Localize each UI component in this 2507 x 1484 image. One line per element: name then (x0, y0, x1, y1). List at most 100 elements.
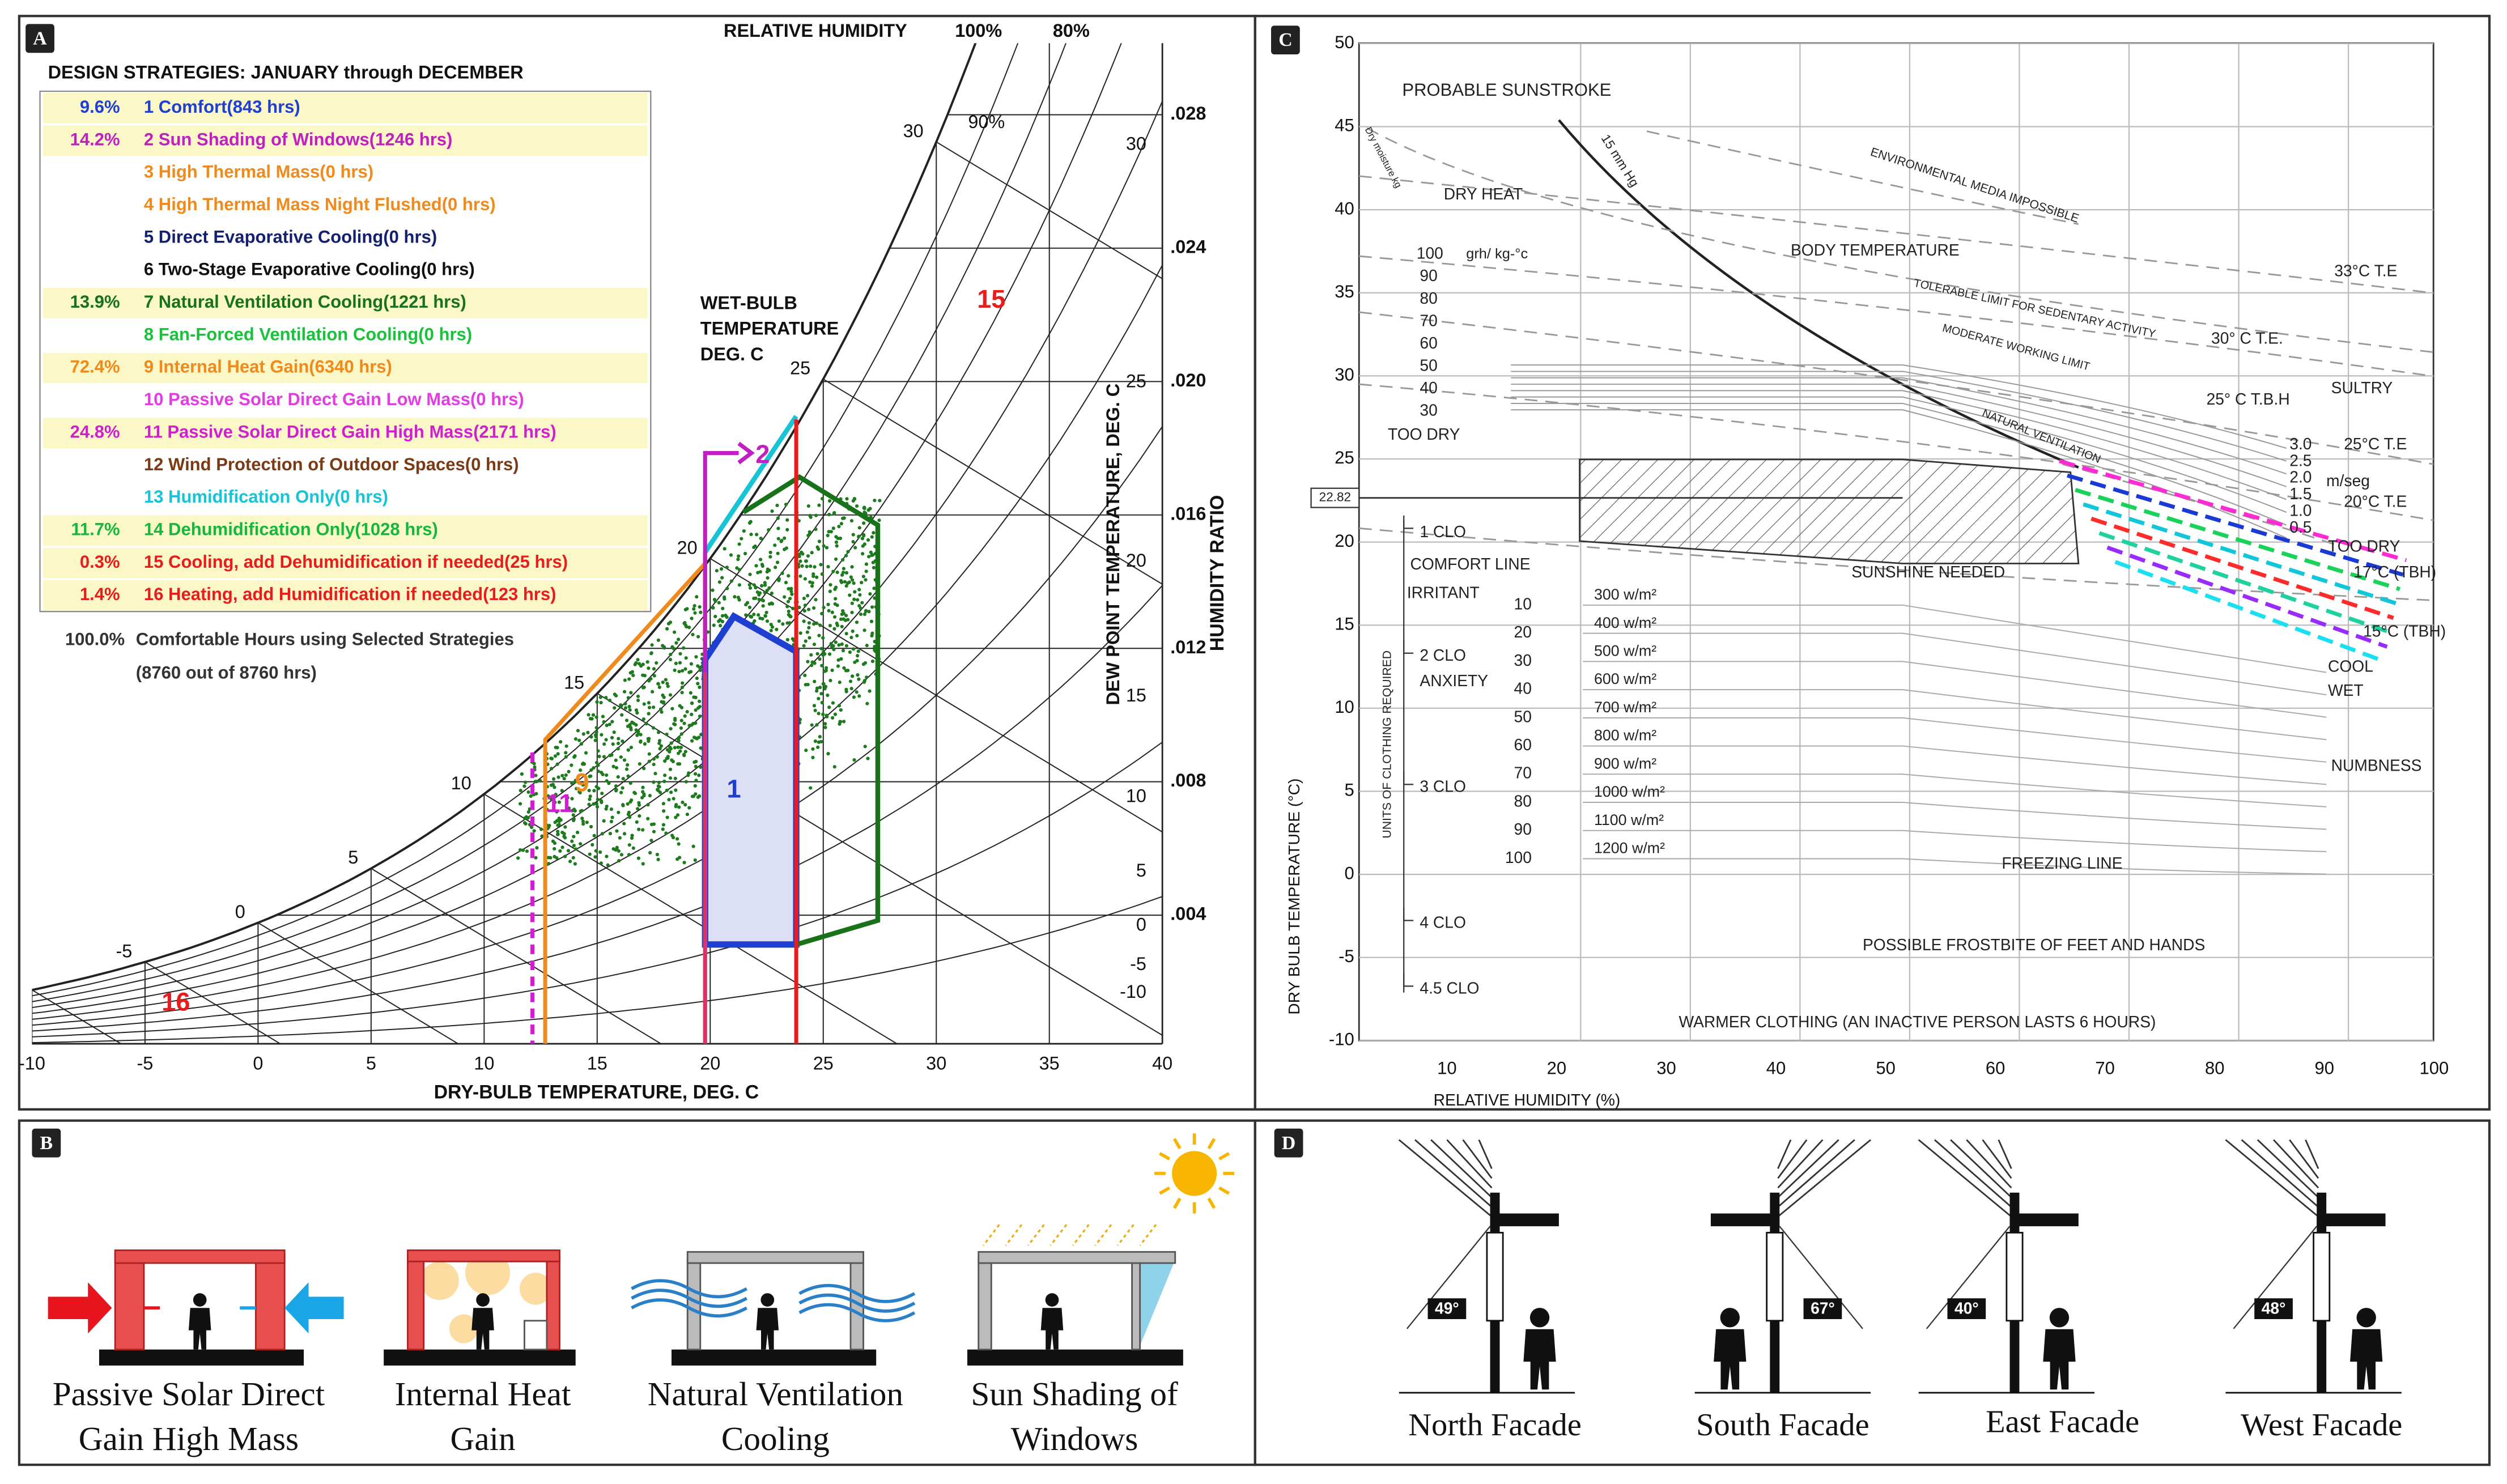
x-tick-label: 40 (1766, 1058, 1786, 1078)
strategy-name: 15 Cooling, add Dehumidification if need… (144, 552, 568, 572)
zone-label: 16 (162, 987, 190, 1016)
hour-point (877, 518, 881, 522)
wet-bulb-line (257, 922, 460, 1044)
person-head (1720, 1308, 1740, 1328)
hour-point (718, 623, 723, 628)
facade-figure: 40° East Facade (1918, 1139, 2139, 1439)
hour-point (851, 539, 855, 544)
hour-point (699, 765, 703, 769)
hour-point (808, 530, 811, 534)
hour-point (624, 718, 629, 722)
hour-point (737, 542, 741, 546)
hour-point (848, 593, 852, 597)
hour-point (589, 824, 593, 829)
sun-ray-arrow (1072, 1224, 1090, 1247)
hour-point (620, 713, 624, 717)
panel-badge (1274, 1128, 1303, 1158)
hour-point (685, 709, 689, 714)
hour-point (859, 612, 863, 616)
wet-bulb-line (371, 868, 662, 1044)
hour-point (674, 788, 678, 792)
hour-point (550, 767, 554, 771)
zone-label: 11 (546, 789, 573, 818)
hour-point (757, 597, 761, 602)
hour-point (682, 861, 686, 865)
hour-point (871, 560, 875, 564)
hour-point (553, 800, 557, 805)
hour-point (611, 847, 615, 851)
hour-point (736, 558, 740, 562)
hour-point (834, 540, 838, 545)
effective-temp-line (1359, 527, 2434, 601)
hour-point (588, 717, 593, 721)
radiation-level: 90 (1514, 820, 1532, 838)
hour-point (868, 689, 872, 693)
hour-point (656, 788, 660, 793)
hour-point (623, 678, 627, 682)
hour-point (853, 590, 857, 594)
y-tick-label: 20 (1335, 531, 1354, 551)
hour-point (865, 701, 869, 705)
hour-point (675, 837, 679, 841)
hour-point (856, 598, 860, 602)
y-tick-label: 40 (1335, 198, 1354, 218)
hour-point (573, 754, 577, 758)
hour-point (753, 619, 757, 623)
hour-point (699, 746, 703, 750)
hour-point (827, 705, 831, 709)
hour-point (611, 764, 615, 768)
x-tick-label: 5 (366, 1053, 376, 1073)
angle-badge (2254, 1298, 2293, 1319)
hour-point (787, 574, 791, 578)
hour-point (802, 609, 806, 613)
hour-point (857, 588, 861, 592)
hour-point (566, 796, 570, 800)
facade-caption: North Facade (1408, 1408, 1581, 1443)
sun-ray-arrow (1116, 1224, 1134, 1247)
hour-point (592, 834, 596, 837)
moisture-line (1511, 402, 2287, 526)
hour-point (554, 793, 558, 797)
summary: Comfortable Hours using Selected Strateg… (136, 629, 514, 649)
chart-annotation: SUNSHINE NEEDED (1851, 563, 2005, 581)
hour-point (717, 601, 721, 605)
hour-point (806, 607, 811, 611)
panel-label: B (40, 1133, 53, 1154)
hour-point (524, 822, 528, 826)
hour-point (647, 666, 651, 670)
x-tick-label: 20 (700, 1053, 720, 1073)
sun-angle-hatch (2225, 1139, 2319, 1218)
hour-point (834, 557, 838, 561)
hour-point (802, 596, 806, 601)
hour-point (873, 499, 877, 503)
hour-point (717, 580, 722, 584)
hour-point (655, 755, 659, 759)
rh-curve (32, 43, 1019, 997)
hour-point (674, 641, 678, 645)
person-body (1714, 1329, 1747, 1390)
hour-point (651, 690, 655, 694)
hour-point (832, 648, 836, 652)
hour-point (850, 610, 854, 615)
hour-point (851, 647, 856, 651)
hour-point (842, 611, 845, 615)
hour-point (598, 850, 602, 854)
hour-point (832, 627, 836, 631)
hour-point (553, 785, 556, 789)
hour-point (664, 831, 668, 835)
hour-point (695, 595, 699, 599)
wet-bulb-tick: 30 (903, 121, 924, 141)
hour-point (558, 849, 562, 853)
hour-point (610, 815, 614, 819)
hour-point (612, 730, 616, 734)
hour-point (642, 794, 646, 798)
hour-point (534, 856, 538, 860)
hour-point (623, 701, 627, 706)
hour-point (821, 650, 826, 654)
hour-point (765, 619, 770, 623)
hour-point (868, 592, 872, 596)
month-line (2098, 531, 2391, 635)
hour-point (798, 631, 802, 635)
hour-point (870, 660, 875, 664)
hour-point (804, 749, 808, 752)
